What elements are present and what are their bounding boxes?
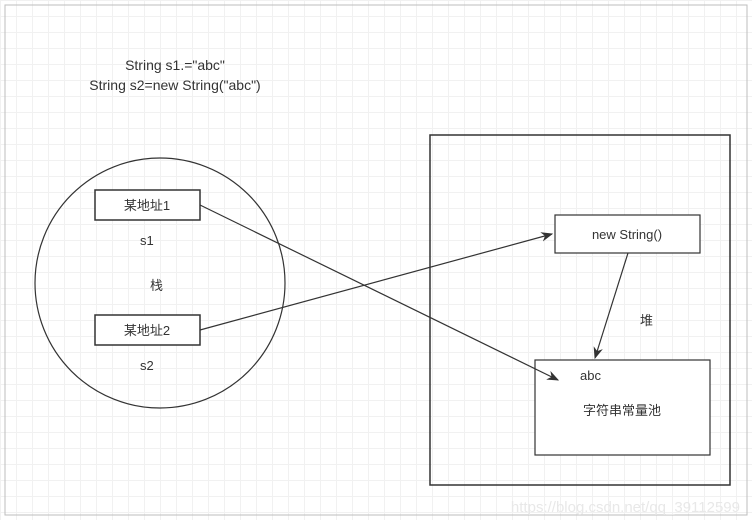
code-line-1: String s1.="abc" bbox=[125, 57, 225, 73]
addr2-text: 某地址2 bbox=[124, 323, 170, 338]
pool-label: 字符串常量池 bbox=[583, 403, 661, 418]
addr1-text: 某地址1 bbox=[124, 198, 170, 213]
addr2-var: s2 bbox=[140, 358, 154, 373]
arrow-s2-to-newstring bbox=[200, 234, 552, 330]
grid-background: String s1.="abc" String s2=new String("a… bbox=[0, 0, 752, 520]
pool-value: abc bbox=[580, 368, 601, 383]
arrow-s1-to-abc bbox=[200, 205, 558, 380]
addr1-var: s1 bbox=[140, 233, 154, 248]
newstring-text: new String() bbox=[592, 227, 662, 242]
watermark-text: https://blog.csdn.net/qq_39112599 bbox=[511, 499, 740, 516]
stack-label: 栈 bbox=[150, 278, 163, 293]
arrow-newstring-to-abc bbox=[595, 253, 628, 358]
code-line-2: String s2=new String("abc") bbox=[89, 77, 260, 93]
heap-label: 堆 bbox=[640, 313, 653, 328]
diagram-svg: String s1.="abc" String s2=new String("a… bbox=[0, 0, 752, 520]
